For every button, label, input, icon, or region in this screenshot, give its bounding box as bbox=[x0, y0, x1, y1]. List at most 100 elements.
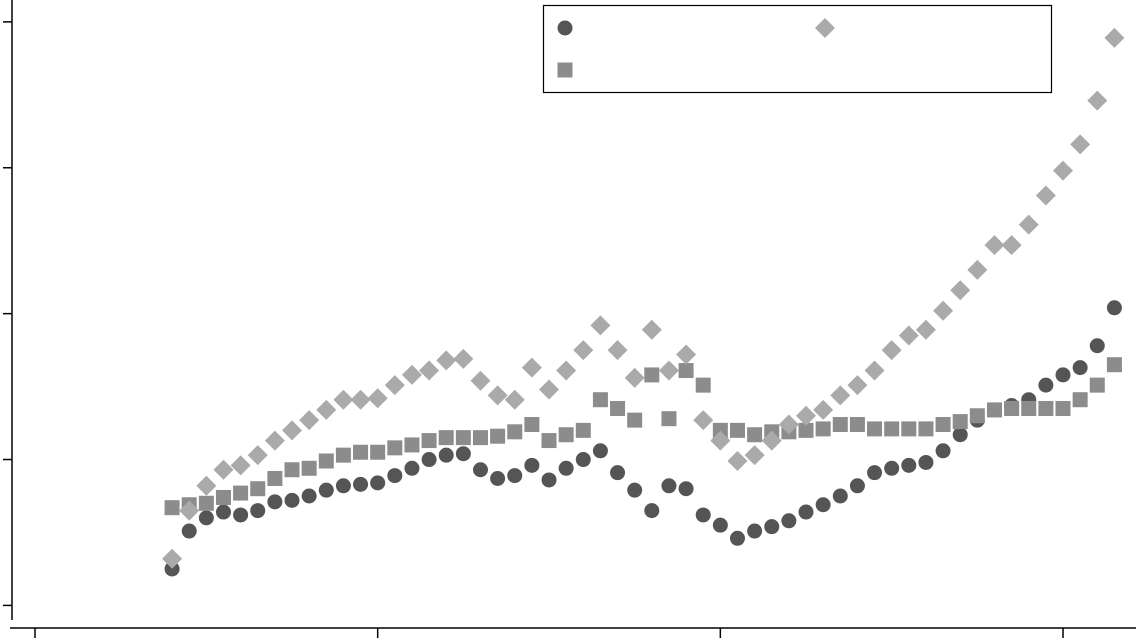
point bbox=[233, 507, 249, 523]
point bbox=[179, 500, 200, 521]
point bbox=[404, 460, 420, 476]
point bbox=[712, 422, 728, 438]
point bbox=[301, 460, 317, 476]
point bbox=[901, 457, 917, 473]
point bbox=[798, 422, 814, 438]
point bbox=[986, 402, 1002, 418]
point bbox=[695, 507, 711, 523]
point bbox=[813, 399, 834, 420]
point bbox=[436, 350, 457, 371]
point bbox=[353, 444, 369, 460]
point bbox=[592, 392, 608, 408]
point bbox=[693, 410, 714, 431]
point bbox=[644, 503, 660, 519]
point bbox=[1072, 360, 1088, 376]
point bbox=[1089, 377, 1105, 393]
point bbox=[867, 421, 883, 437]
point bbox=[627, 482, 643, 498]
point bbox=[727, 450, 748, 471]
point bbox=[404, 437, 420, 453]
point bbox=[952, 427, 968, 443]
point bbox=[316, 399, 337, 420]
point bbox=[453, 348, 474, 369]
point bbox=[472, 462, 488, 478]
point bbox=[250, 503, 266, 519]
point bbox=[952, 414, 968, 430]
point bbox=[729, 422, 745, 438]
point bbox=[541, 472, 557, 488]
point bbox=[641, 319, 662, 340]
point bbox=[984, 235, 1005, 256]
point bbox=[884, 460, 900, 476]
point bbox=[539, 379, 560, 400]
point bbox=[778, 414, 799, 435]
point bbox=[421, 452, 437, 468]
point bbox=[264, 430, 285, 451]
point bbox=[935, 443, 951, 459]
point bbox=[455, 446, 471, 462]
legend bbox=[542, 4, 1053, 94]
point bbox=[1038, 377, 1054, 393]
point bbox=[1106, 357, 1122, 373]
point bbox=[198, 495, 214, 511]
point bbox=[658, 360, 679, 381]
point bbox=[607, 340, 628, 361]
point bbox=[915, 319, 936, 340]
point bbox=[575, 422, 591, 438]
point bbox=[470, 370, 491, 391]
point bbox=[1004, 400, 1020, 416]
point bbox=[830, 385, 851, 406]
point bbox=[213, 459, 234, 480]
point bbox=[455, 430, 471, 446]
point bbox=[353, 476, 369, 492]
point bbox=[215, 489, 231, 505]
point bbox=[1072, 392, 1088, 408]
point bbox=[969, 408, 985, 424]
point bbox=[387, 440, 403, 456]
point bbox=[610, 465, 626, 481]
point bbox=[367, 388, 388, 409]
point bbox=[832, 417, 848, 433]
point bbox=[798, 504, 814, 520]
point bbox=[250, 481, 266, 497]
point bbox=[884, 421, 900, 437]
point bbox=[1087, 90, 1108, 111]
point bbox=[384, 375, 405, 396]
point bbox=[181, 523, 197, 539]
point bbox=[524, 417, 540, 433]
point bbox=[627, 412, 643, 428]
point bbox=[918, 421, 934, 437]
point bbox=[230, 455, 251, 476]
point bbox=[815, 421, 831, 437]
point bbox=[438, 430, 454, 446]
point bbox=[661, 411, 677, 427]
point bbox=[164, 500, 180, 516]
point bbox=[1001, 235, 1022, 256]
point bbox=[1055, 400, 1071, 416]
point bbox=[710, 430, 731, 451]
point bbox=[935, 417, 951, 433]
point bbox=[215, 504, 231, 520]
point bbox=[1070, 134, 1091, 155]
point bbox=[678, 481, 694, 497]
point bbox=[729, 530, 745, 546]
point bbox=[764, 519, 780, 535]
point bbox=[849, 478, 865, 494]
legend-marker bbox=[557, 20, 573, 36]
point bbox=[267, 470, 283, 486]
point bbox=[247, 445, 268, 466]
point bbox=[387, 468, 403, 484]
point bbox=[299, 410, 320, 431]
point bbox=[849, 417, 865, 433]
point bbox=[933, 300, 954, 321]
point bbox=[301, 488, 317, 504]
point bbox=[490, 428, 506, 444]
point bbox=[815, 497, 831, 513]
point bbox=[678, 363, 694, 379]
point bbox=[1104, 27, 1125, 48]
point bbox=[950, 280, 971, 301]
point bbox=[661, 478, 677, 494]
legend-marker bbox=[815, 18, 835, 38]
point bbox=[901, 421, 917, 437]
point bbox=[695, 377, 711, 393]
